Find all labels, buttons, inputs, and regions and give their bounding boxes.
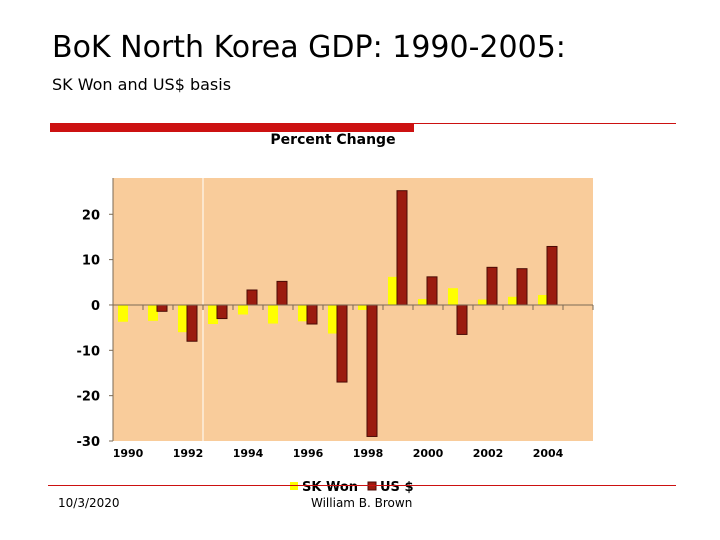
x-tick-label: 1990 [113, 447, 144, 460]
slide-title: BoK North Korea GDP: 1990-2005: [52, 30, 566, 65]
y-tick-label: 0 [91, 299, 100, 314]
bar-sk-won-2001 [448, 288, 458, 305]
bar-sk-won-2002 [478, 299, 488, 305]
chart-legend: SK Won US $ [290, 480, 414, 495]
legend-label-sk-won: SK Won [302, 480, 358, 495]
bar-sk-won-1998 [358, 304, 368, 310]
bar-us-dollar-1996 [306, 304, 318, 325]
bar-us-dollar-2000 [426, 276, 438, 306]
bar-sk-won-1999 [388, 276, 398, 305]
bar-sk-won-2004 [538, 294, 548, 305]
x-tick-label: 1992 [173, 447, 204, 460]
bar-sk-won-2003 [508, 296, 518, 305]
bar-us-dollar-2003 [516, 268, 528, 306]
y-tick-label: -10 [77, 344, 101, 359]
bar-us-dollar-1993 [216, 304, 228, 320]
x-tick-label: 2000 [413, 447, 444, 460]
footer-author: William B. Brown [311, 496, 413, 510]
x-tick-label: 2004 [533, 447, 564, 460]
legend-label-us-dollar: US $ [380, 480, 414, 495]
title-accent-line [414, 123, 676, 124]
bar-sk-won-1996 [298, 304, 308, 322]
x-tick-label: 1998 [353, 447, 384, 460]
bar-sk-won-1991 [148, 304, 158, 321]
bar-us-dollar-1995 [276, 280, 288, 306]
x-tick-label: 1996 [293, 447, 324, 460]
bar-us-dollar-2002 [486, 266, 498, 306]
bar-sk-won-1995 [268, 304, 278, 324]
title-accent-bar [50, 123, 414, 132]
bar-sk-won-1992 [178, 304, 188, 333]
legend-swatch-us-dollar [367, 481, 377, 491]
bar-us-dollar-1991 [156, 304, 168, 312]
bar-sk-won-1994 [238, 304, 248, 315]
x-tick-label: 1994 [233, 447, 264, 460]
slide-subtitle: SK Won and US$ basis [52, 75, 232, 94]
x-tick-label: 2002 [473, 447, 504, 460]
legend-swatch-sk-won [290, 482, 298, 490]
chart-title: Percent Change [270, 132, 395, 148]
bar-sk-won-1997 [328, 304, 338, 334]
bar-us-dollar-1994 [246, 289, 258, 306]
y-tick-label: 20 [82, 208, 100, 223]
bar-sk-won-1990 [118, 304, 128, 322]
y-tick-label: -20 [77, 390, 101, 405]
bar-sk-won-1993 [208, 304, 218, 325]
footer-date: 10/3/2020 [58, 496, 120, 510]
y-tick-label: -30 [77, 435, 101, 450]
bar-us-dollar-1997 [336, 304, 348, 383]
bar-us-dollar-2001 [456, 304, 468, 335]
bar-us-dollar-1999 [396, 190, 408, 306]
bar-us-dollar-2004 [546, 245, 558, 306]
bar-us-dollar-1998 [366, 304, 378, 437]
y-tick-label: 10 [82, 254, 100, 269]
footer-rule [48, 485, 676, 486]
bar-sk-won-2000 [418, 299, 428, 305]
bar-us-dollar-1992 [186, 304, 198, 342]
